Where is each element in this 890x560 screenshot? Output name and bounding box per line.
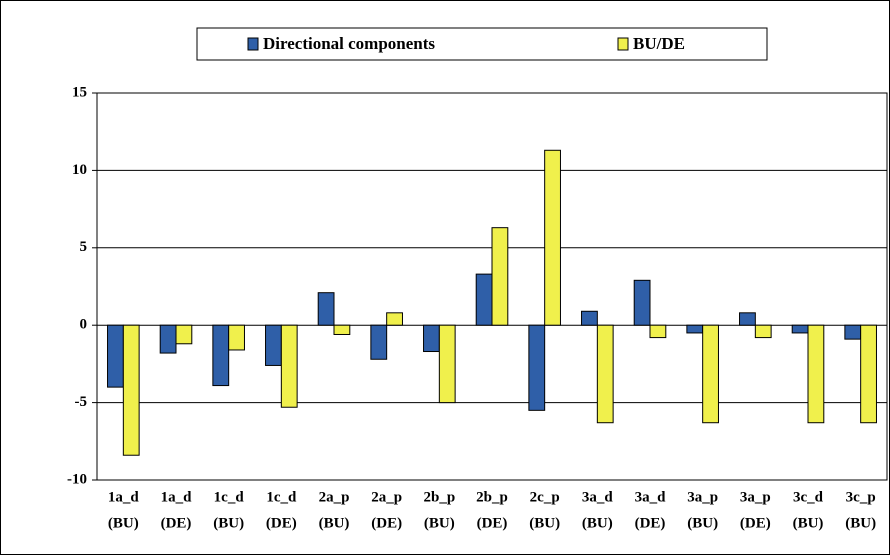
x-tick-label: (DE)	[266, 515, 297, 531]
bar	[265, 324, 282, 366]
x-tick-label: 2b_p	[476, 489, 508, 505]
legend-swatch	[247, 37, 259, 51]
bar	[386, 312, 403, 326]
x-tick-label: 3c_d	[793, 489, 824, 505]
x-tick-label: (BU)	[582, 515, 613, 531]
bar	[317, 292, 335, 326]
bar	[107, 324, 124, 388]
x-tick-label: (BU)	[529, 515, 560, 531]
bar	[791, 324, 809, 334]
bar	[754, 324, 772, 339]
bar	[739, 312, 756, 326]
x-tick-label: (DE)	[635, 515, 666, 531]
bar	[159, 324, 177, 354]
bar	[212, 324, 230, 387]
bar	[581, 310, 598, 326]
x-tick-label: (BU)	[108, 515, 139, 531]
y-tick-label: 10	[72, 162, 87, 178]
bar	[633, 279, 651, 326]
x-tick-label: 1c_d	[214, 489, 245, 505]
x-tick-label: 3a_d	[635, 489, 667, 505]
x-tick-label: 2c_p	[530, 489, 560, 505]
bar	[175, 324, 193, 345]
x-tick-label: 2a_p	[319, 489, 350, 505]
legend-box	[196, 27, 768, 61]
x-tick-label: 3a_p	[740, 489, 771, 505]
x-tick-label: (BU)	[213, 515, 244, 531]
bar	[438, 324, 456, 404]
x-tick-label: 3a_d	[582, 489, 614, 505]
bar	[228, 324, 245, 351]
x-tick-label: (BU)	[424, 515, 455, 531]
legend-swatch	[617, 37, 629, 51]
bar	[491, 227, 509, 326]
bar	[544, 149, 561, 326]
legend-label: Directional components	[263, 34, 435, 53]
x-tick-label: (DE)	[161, 515, 192, 531]
bar	[844, 324, 862, 340]
y-tick-label: -5	[75, 394, 88, 410]
bar	[475, 273, 493, 326]
bar	[702, 324, 719, 424]
x-tick-label: 3a_p	[687, 489, 718, 505]
x-tick-label: (BU)	[845, 515, 876, 531]
x-tick-label: (BU)	[793, 515, 824, 531]
x-tick-label: (DE)	[371, 515, 402, 531]
y-tick-label: 15	[72, 84, 87, 100]
bar	[280, 324, 298, 408]
bar	[686, 324, 704, 334]
bar	[423, 324, 440, 353]
x-tick-label: (DE)	[477, 515, 508, 531]
legend-label: BU/DE	[633, 34, 685, 53]
bar	[649, 324, 667, 339]
x-tick-label: 1a_d	[108, 489, 140, 505]
y-tick-label: -10	[67, 471, 87, 487]
x-tick-label: (BU)	[687, 515, 718, 531]
bar	[596, 324, 614, 424]
bar	[528, 324, 546, 411]
y-tick-label: 0	[80, 317, 88, 333]
x-tick-label: 3c_p	[846, 489, 876, 505]
x-tick-label: (BU)	[319, 515, 350, 531]
bar	[333, 324, 351, 335]
x-tick-label: 1a_d	[161, 489, 193, 505]
bar	[122, 324, 140, 456]
x-tick-label: 1c_d	[266, 489, 297, 505]
x-tick-label: (DE)	[740, 515, 771, 531]
bar	[860, 324, 877, 424]
bar	[807, 324, 825, 424]
y-tick-label: 5	[80, 239, 88, 255]
bar	[370, 324, 388, 360]
x-tick-label: 2b_p	[423, 489, 455, 505]
x-tick-label: 2a_p	[371, 489, 402, 505]
